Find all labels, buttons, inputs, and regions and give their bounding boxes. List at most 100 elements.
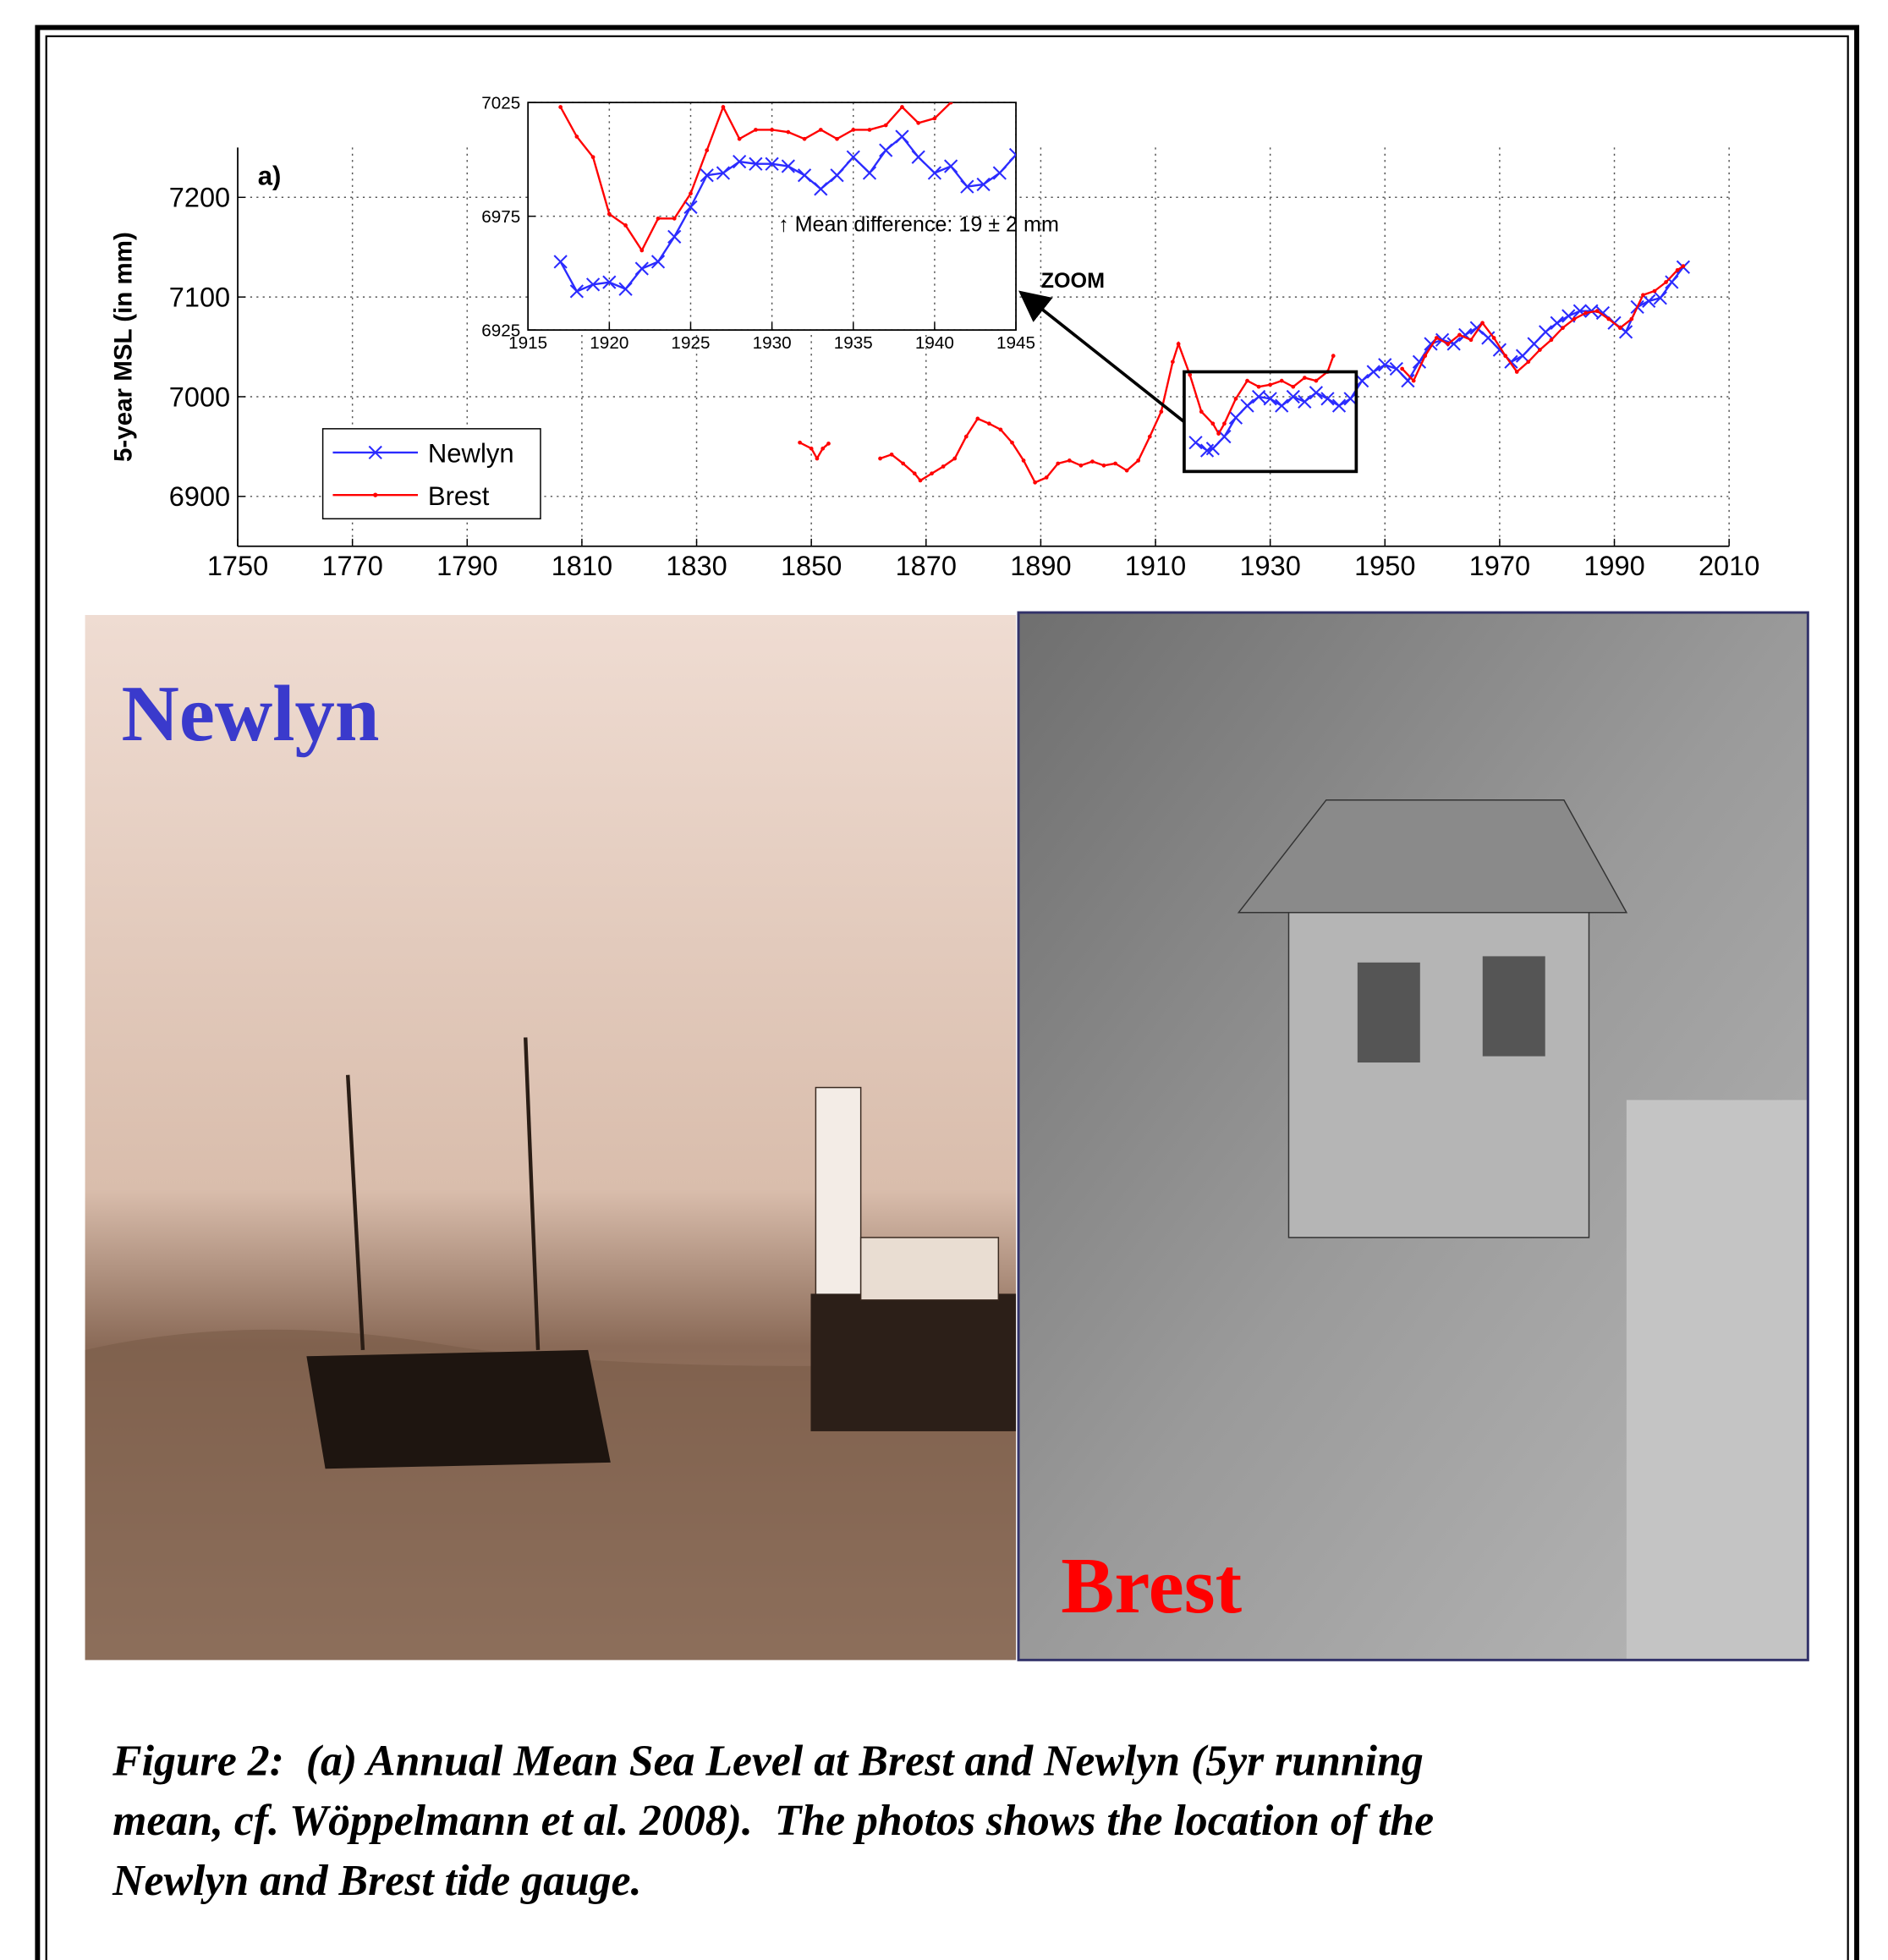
- x-tick-label: 1910: [1125, 551, 1186, 581]
- marker: [1526, 360, 1530, 364]
- legend-marker: [373, 493, 377, 497]
- marker: [884, 124, 888, 128]
- marker: [754, 128, 758, 132]
- marker: [810, 447, 814, 451]
- marker: [722, 105, 726, 109]
- marker: [1538, 348, 1542, 352]
- x-tick-label: 1810: [552, 551, 612, 581]
- marker: [1583, 311, 1588, 316]
- caption-line: Newlyn and Brest tide gauge.: [112, 1857, 641, 1905]
- x-tick-label: 1750: [207, 551, 268, 581]
- marker: [1435, 336, 1439, 340]
- y-tick-label: 7025: [481, 93, 520, 113]
- marker: [987, 421, 991, 425]
- marker: [1188, 373, 1192, 377]
- marker: [1446, 342, 1451, 346]
- x-tick-label: 1770: [321, 551, 382, 581]
- marker: [1618, 326, 1622, 330]
- marker: [798, 441, 802, 445]
- y-tick-label: 7100: [169, 283, 230, 313]
- marker: [1022, 458, 1026, 463]
- marker: [1234, 397, 1238, 401]
- marker: [835, 137, 839, 141]
- marker: [656, 217, 661, 221]
- marker: [890, 453, 894, 457]
- marker: [591, 155, 595, 159]
- marker: [930, 471, 934, 475]
- marker: [821, 447, 825, 451]
- marker: [900, 105, 904, 109]
- marker: [1010, 441, 1014, 445]
- x-tick-label: 1930: [1239, 551, 1300, 581]
- marker: [1314, 379, 1319, 383]
- x-tick-label: 1830: [666, 551, 727, 581]
- marker: [575, 135, 579, 139]
- x-tick-label: 1925: [671, 333, 710, 353]
- y-tick-label: 7000: [169, 382, 230, 412]
- marker: [916, 121, 920, 125]
- marker: [639, 249, 644, 253]
- marker: [815, 457, 820, 461]
- x-tick-label: 1970: [1469, 551, 1530, 581]
- marker: [1257, 385, 1261, 389]
- x-tick-label: 1915: [508, 333, 547, 353]
- marker: [1090, 459, 1095, 464]
- photo-newlyn: [85, 615, 1016, 1660]
- marker: [1561, 326, 1565, 330]
- marker: [919, 479, 923, 483]
- x-tick-label: 1890: [1010, 551, 1071, 581]
- marker: [1125, 469, 1129, 473]
- x-tick-label: 1990: [1583, 551, 1644, 581]
- marker: [1572, 317, 1577, 321]
- marker: [770, 128, 774, 132]
- photo-label: Newlyn: [121, 670, 379, 758]
- marker: [952, 457, 957, 461]
- marker: [901, 462, 905, 466]
- window: [1483, 956, 1545, 1056]
- marker: [1067, 458, 1072, 463]
- marker: [1606, 317, 1611, 321]
- marker: [1423, 354, 1427, 358]
- marker: [558, 105, 563, 109]
- x-tick-label: 2010: [1699, 551, 1759, 581]
- marker: [1550, 338, 1554, 342]
- marker: [738, 137, 742, 141]
- marker: [705, 148, 709, 152]
- pier-house: [861, 1238, 999, 1300]
- marker: [607, 212, 612, 217]
- marker: [1222, 421, 1227, 425]
- marker: [1492, 336, 1496, 340]
- legend-label: Newlyn: [428, 439, 514, 469]
- marker: [1148, 435, 1152, 439]
- marker: [1102, 464, 1106, 468]
- marker: [1199, 409, 1204, 414]
- marker: [1503, 354, 1507, 358]
- marker: [1412, 379, 1416, 383]
- marker: [786, 130, 790, 135]
- marker: [913, 471, 917, 475]
- y-axis-label: 5-year MSL (in mm): [109, 232, 137, 462]
- marker: [1171, 360, 1175, 364]
- y-tick-label: 6900: [169, 481, 230, 512]
- x-tick-label: 1790: [436, 551, 497, 581]
- marker: [999, 428, 1003, 432]
- lighthouse: [815, 1088, 860, 1300]
- photo-brest: [1018, 612, 1808, 1660]
- marker: [1653, 289, 1657, 294]
- pier: [810, 1293, 1016, 1431]
- marker: [1457, 333, 1462, 338]
- caption-line: Figure 2: (a) Annual Mean Sea Level at B…: [112, 1737, 1424, 1785]
- legend: NewlynBrest: [323, 429, 541, 519]
- marker: [1303, 376, 1307, 380]
- marker: [964, 435, 969, 439]
- x-tick-label: 1945: [996, 333, 1035, 353]
- marker: [1676, 268, 1680, 272]
- marker: [1641, 293, 1645, 297]
- page: {"chart_data": [ {"type": "line", "panel…: [0, 0, 1888, 1960]
- marker: [1079, 464, 1084, 468]
- marker: [672, 217, 677, 221]
- marker: [1245, 379, 1249, 383]
- marker: [826, 442, 831, 446]
- x-tick-label: 1920: [590, 333, 628, 353]
- y-tick-label: 6975: [481, 207, 520, 227]
